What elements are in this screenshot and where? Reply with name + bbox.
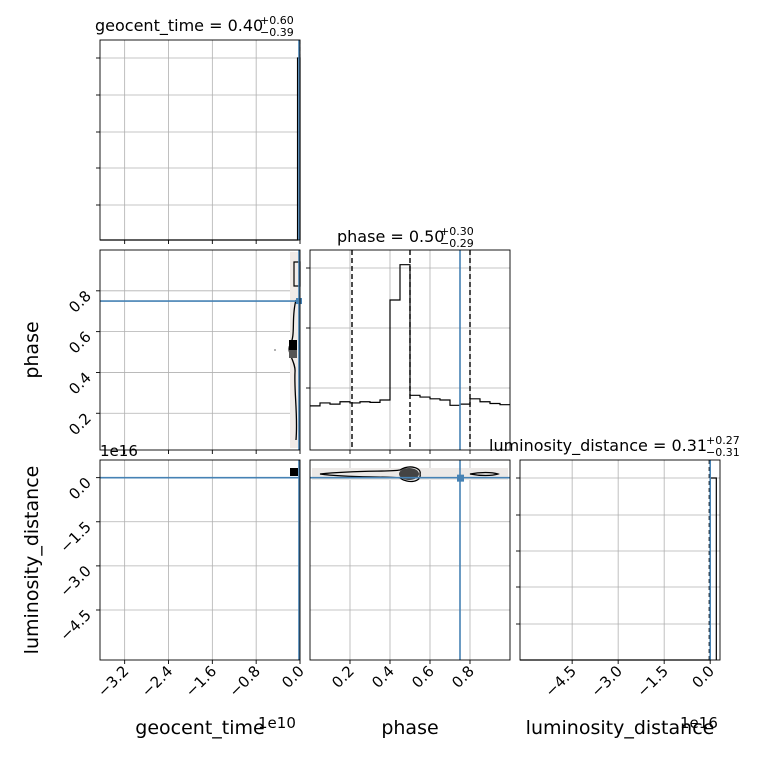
panel-bg-1-0 xyxy=(100,250,300,450)
yaxis-phase-tick-label-2: 0.6 xyxy=(65,328,95,358)
title-phase-sub: −0.29 xyxy=(440,237,474,250)
panel-frame-2-0 xyxy=(99,459,301,661)
offset-lumdist-x: 1e16 xyxy=(680,714,718,732)
yaxis-lumdist-tick-label-0: −4.5 xyxy=(56,606,94,644)
xaxis-phase-tick-label-1: 0.4 xyxy=(368,662,398,692)
title-phase-sup: +0.30 xyxy=(440,225,474,238)
yaxis-lumdist-tick-label-2: −1.5 xyxy=(56,518,94,556)
ylabel-luminosity-distance: luminosity_distance xyxy=(21,466,43,655)
title-lumdist-sub: −0.31 xyxy=(706,446,740,459)
panel-frame-2-2 xyxy=(519,459,721,661)
title-lumdist-main: luminosity_distance = 0.31 xyxy=(489,436,707,456)
yaxis-lumdist-tick-label-1: −3.0 xyxy=(56,562,94,600)
xaxis-geocent-tick-label-4: 0.0 xyxy=(278,662,308,692)
xaxis-phase-tick-label-2: 0.6 xyxy=(408,662,438,692)
title-geocent-time-sub: −0.39 xyxy=(260,26,294,39)
xaxis-geocent-tick-label-2: −1.6 xyxy=(182,662,220,700)
xaxis-lumdist-tick-label-3: 0.0 xyxy=(688,662,718,692)
offset-geocent-x: 1e10 xyxy=(258,714,296,732)
truth-point-lum-phase xyxy=(457,474,464,482)
panel-bg-0-0 xyxy=(100,40,300,240)
title-lumdist-sup: +0.27 xyxy=(706,434,740,447)
xaxis-lumdist-tick-label-1: −3.0 xyxy=(587,662,625,700)
xaxis-lumdist-tick-label-0: −4.5 xyxy=(541,662,579,700)
xaxis-geocent-tick-label-0: −3.2 xyxy=(94,662,132,700)
xaxis-geocent-tick-label-3: −0.8 xyxy=(225,662,263,700)
panel-frame-2-1 xyxy=(309,459,511,661)
panel-frame-0-0 xyxy=(99,39,301,241)
xlabel-phase: phase xyxy=(381,717,438,739)
lum-phase-contour-right xyxy=(469,471,500,477)
title-phase-main: phase = 0.50 xyxy=(337,227,444,246)
title-geocent-time-sup: +0.60 xyxy=(260,14,294,27)
yaxis-phase-tick-label-3: 0.8 xyxy=(65,287,95,317)
yaxis-lumdist-tick-label-3: 0.0 xyxy=(65,474,95,504)
title-geocent-time: geocent_time = 0.40 +0.60 −0.39 xyxy=(95,14,294,39)
truth-point-phase-geo xyxy=(296,298,302,305)
title-phase: phase = 0.50 +0.30 −0.29 xyxy=(337,225,474,250)
xaxis-phase-tick-label-0: 0.2 xyxy=(328,662,358,692)
xaxis-phase-tick-label-3: 0.8 xyxy=(448,662,478,692)
xlabel-geocent-time: geocent_time xyxy=(135,717,264,739)
panel-frame-1-1 xyxy=(309,249,511,451)
title-luminosity-distance: luminosity_distance = 0.31 +0.27 −0.31 xyxy=(489,434,740,459)
panel-frame-1-0 xyxy=(99,249,301,451)
yaxis-phase-tick-label-1: 0.4 xyxy=(65,369,95,399)
phase-geo-contour-main xyxy=(288,299,298,441)
panel-bg-2-0 xyxy=(100,460,300,660)
title-geocent-time-main: geocent_time = 0.40 xyxy=(95,16,263,36)
phase-geo-scatter-point xyxy=(274,349,276,351)
xaxis-lumdist-tick-label-2: −1.5 xyxy=(634,662,672,700)
panel-bg-2-1 xyxy=(310,460,510,660)
xaxis-geocent-tick-label-1: −2.4 xyxy=(138,662,176,700)
xlabel-luminosity-distance: luminosity_distance xyxy=(526,717,715,739)
phase-geo-peak xyxy=(289,340,297,350)
phase-geo-peak-2 xyxy=(289,350,297,358)
yaxis-phase-tick-label-0: 0.2 xyxy=(65,409,95,439)
lum-geo-peak xyxy=(290,468,298,476)
ylabel-phase: phase xyxy=(21,321,43,378)
panel-bg-2-2 xyxy=(520,460,720,660)
offset-lumdist-y: 1e16 xyxy=(100,442,138,460)
